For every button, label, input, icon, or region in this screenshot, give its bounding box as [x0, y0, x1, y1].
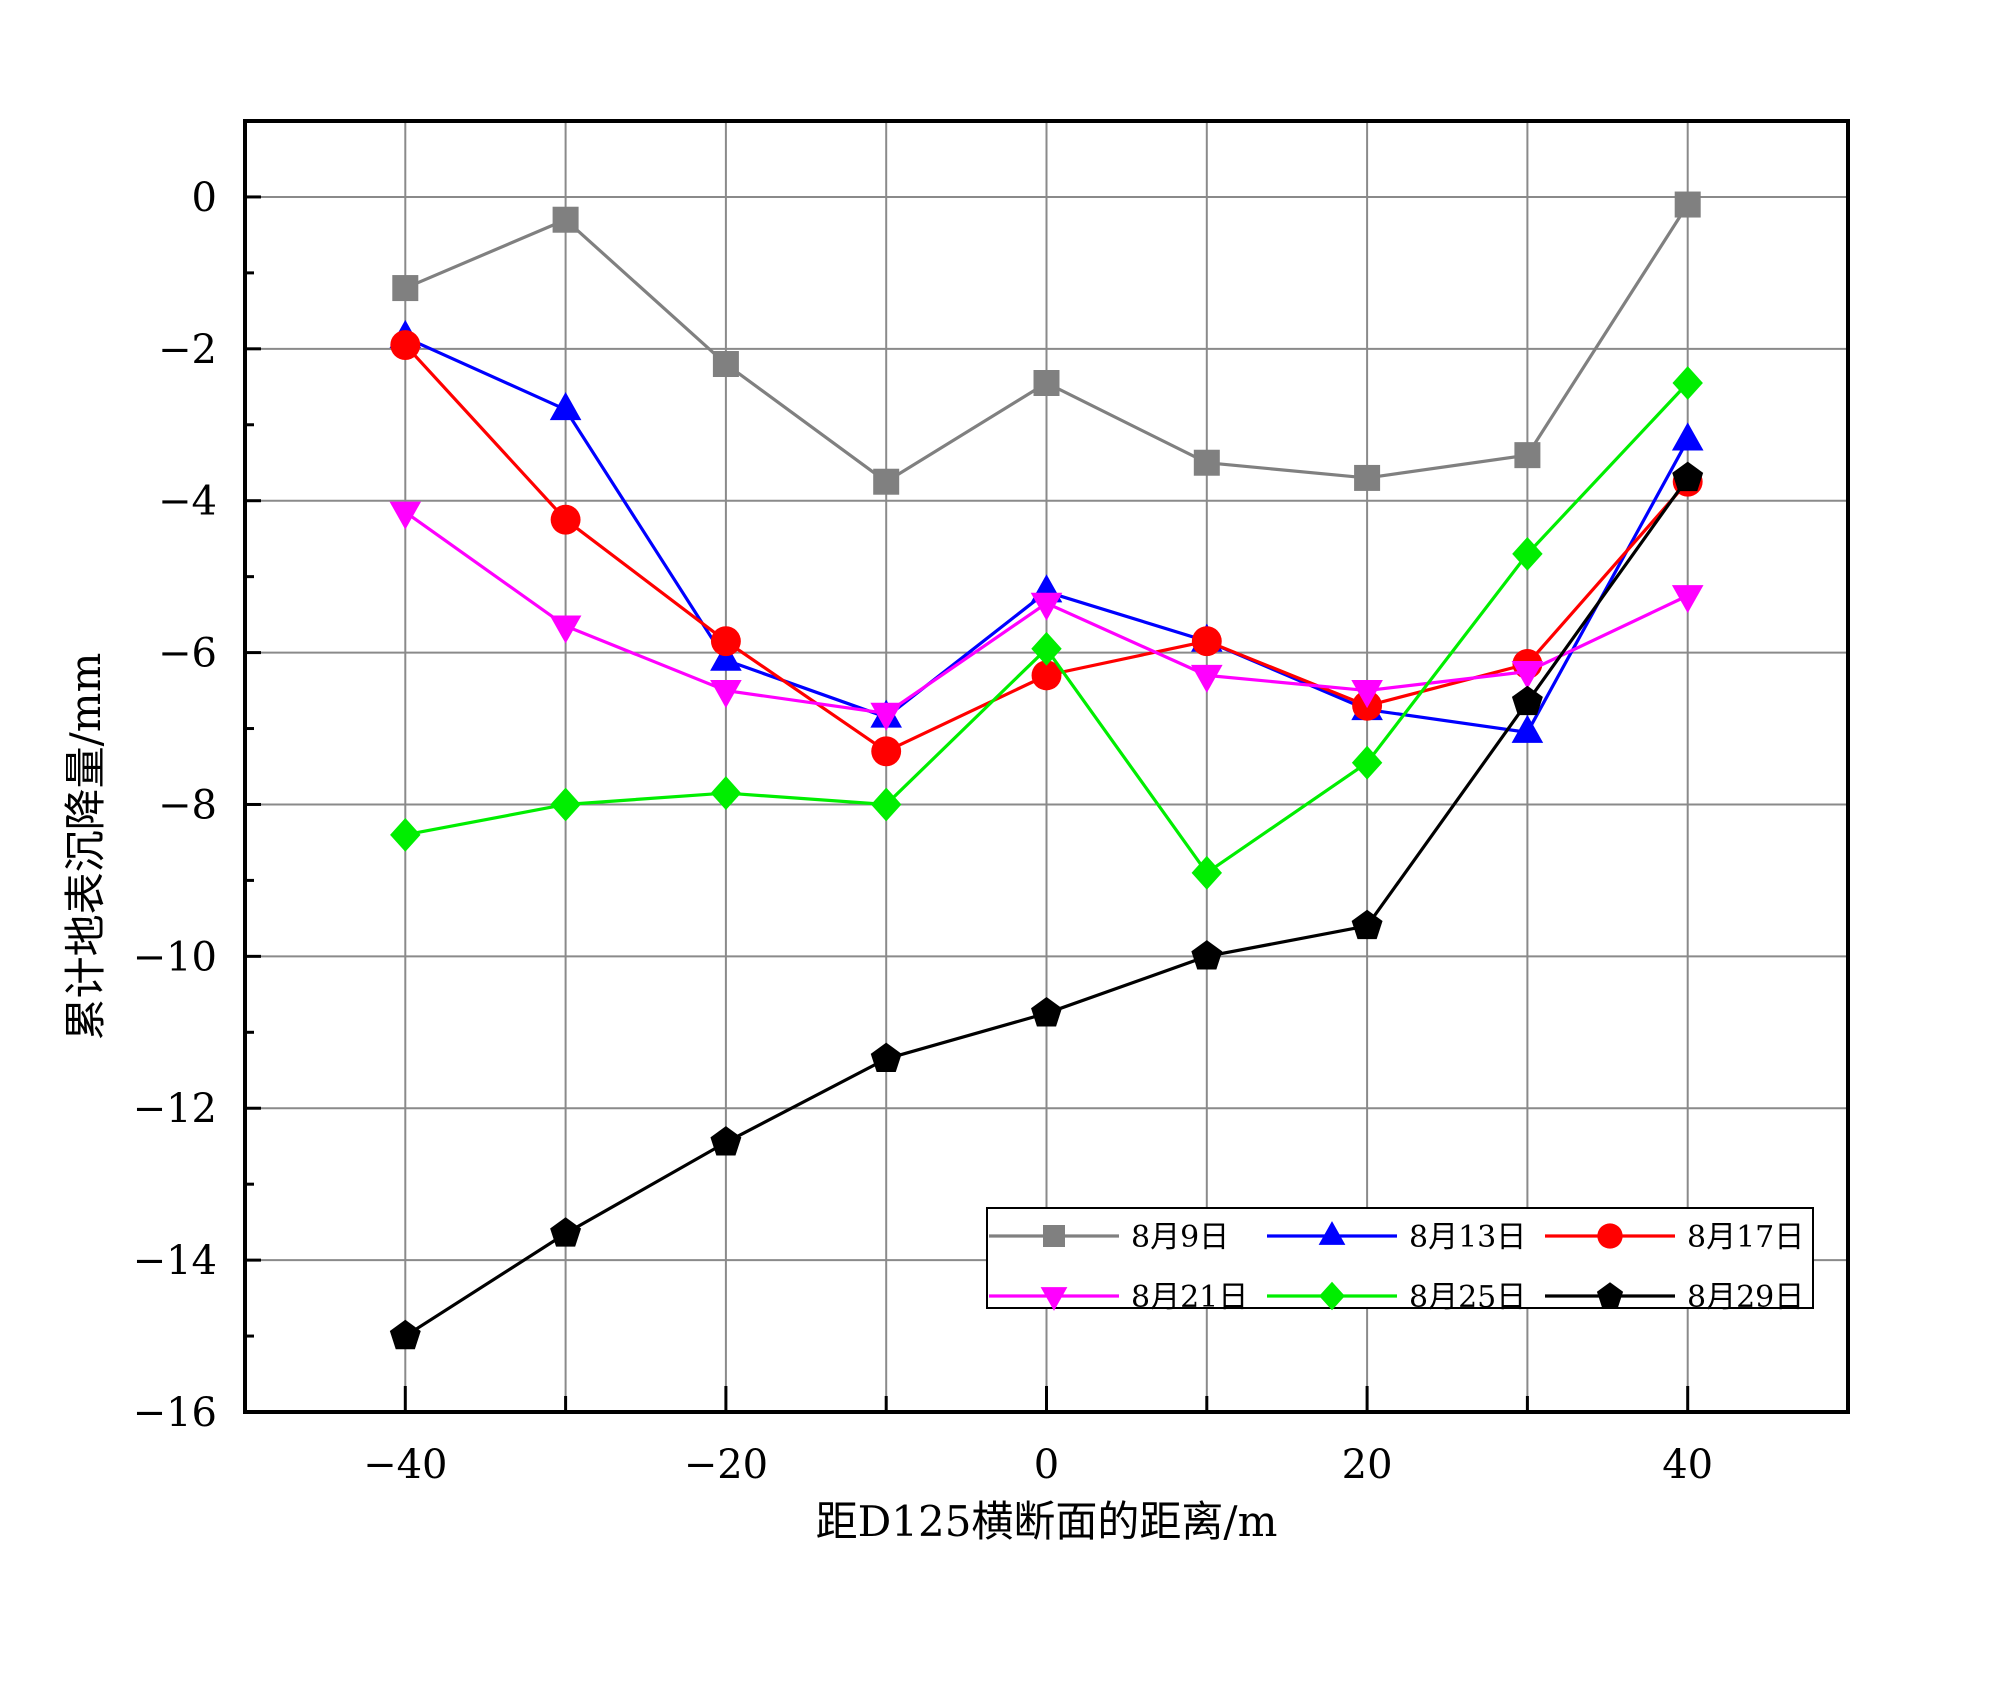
data-point [1191, 940, 1223, 970]
y-tick-label: −14 [133, 1238, 217, 1284]
data-point [1511, 661, 1544, 690]
y-tick-label: −16 [133, 1390, 217, 1436]
legend-swatch-marker [1043, 1225, 1065, 1247]
legend-box [986, 1207, 1814, 1309]
legend-swatch-marker [1319, 1281, 1345, 1311]
legend-item: 8月13日 [1267, 1220, 1526, 1255]
data-point [1033, 369, 1060, 396]
data-point [871, 736, 902, 767]
data-point [1031, 997, 1062, 1027]
data-point [1191, 664, 1223, 693]
y-tick-label: −6 [158, 631, 217, 677]
data-point [1674, 191, 1701, 218]
data-point [1351, 909, 1383, 940]
data-point [870, 787, 902, 822]
series-6 [389, 461, 1704, 1350]
data-point [392, 275, 419, 302]
data-point [1191, 626, 1222, 657]
data-point [389, 1319, 421, 1350]
data-point [549, 392, 582, 421]
data-point [550, 1217, 582, 1247]
x-tick-label: 20 [1342, 1442, 1393, 1488]
legend-item: 8月21日 [989, 1280, 1248, 1315]
data-point [1671, 585, 1704, 614]
y-tick-label: −12 [133, 1086, 217, 1132]
data-point [1672, 461, 1704, 492]
series-layer [389, 191, 1704, 1350]
legend-item: 8月17日 [1545, 1220, 1804, 1255]
data-point [1031, 660, 1062, 691]
x-tick-label: −20 [684, 1442, 768, 1488]
x-axis-title: 距D125横断面的距离/m [816, 1497, 1278, 1546]
data-point [390, 817, 421, 852]
legend-swatch-marker [1040, 1287, 1068, 1311]
y-axis-title: 累计地表沉降量/mm [61, 653, 110, 1041]
y-tick-label: −4 [158, 479, 217, 525]
data-point [1031, 631, 1062, 666]
data-point [1672, 366, 1703, 400]
data-point [710, 680, 742, 709]
data-point [1511, 714, 1544, 743]
axis-ticks [245, 195, 1690, 1414]
series-1 [392, 191, 1701, 495]
data-point [710, 776, 742, 810]
tick-labels: −40 −20 0 20 40 0 −2 −4 −6 −8 −10 −12 −14 −16 [133, 175, 1714, 1488]
x-tick-label: −40 [363, 1442, 447, 1488]
legend-swatch-marker [1596, 1282, 1624, 1308]
data-point [390, 330, 421, 360]
legend-label: 8月25日 [1409, 1280, 1526, 1315]
data-point [1351, 680, 1383, 709]
data-point [1193, 449, 1220, 476]
data-point [710, 642, 742, 671]
x-tick-label: 0 [1034, 1442, 1059, 1488]
legend-swatch-marker [1597, 1223, 1623, 1249]
y-tick-label: −8 [158, 782, 217, 828]
legend-label: 8月17日 [1687, 1220, 1804, 1255]
legend-label: 8月29日 [1687, 1280, 1804, 1315]
data-point [873, 468, 900, 495]
data-point [1030, 592, 1063, 621]
data-point [389, 501, 422, 530]
data-point [550, 787, 581, 822]
data-point [870, 1042, 902, 1073]
legend-item: 8月9日 [989, 1220, 1229, 1255]
y-tick-label: −2 [158, 327, 217, 373]
data-point [710, 1126, 742, 1156]
legend-item: 8月25日 [1267, 1280, 1526, 1315]
data-point [710, 626, 741, 657]
y-tick-label: −10 [133, 934, 217, 980]
series-5 [390, 366, 1703, 890]
x-tick-label: 40 [1662, 1442, 1713, 1488]
series-4 [389, 501, 1704, 731]
legend-swatch-marker [1318, 1221, 1346, 1245]
data-point [1351, 745, 1383, 780]
data-point [549, 615, 582, 644]
data-point [1514, 442, 1541, 469]
data-point [1671, 422, 1704, 451]
y-tick-label: 0 [192, 175, 217, 221]
data-point [1511, 685, 1543, 716]
legend-label: 8月21日 [1131, 1280, 1248, 1315]
legend-label: 8月9日 [1131, 1220, 1229, 1255]
legend: 8月9日 8月13日 8月17日 8月21日 8月25日 8月29日 [986, 1207, 1814, 1315]
data-point [712, 351, 739, 378]
data-point [1512, 536, 1543, 571]
data-point [552, 206, 579, 233]
data-point [1354, 464, 1381, 491]
data-point [550, 504, 581, 535]
data-point [870, 702, 902, 731]
data-point [1191, 855, 1223, 890]
legend-item: 8月29日 [1545, 1280, 1804, 1315]
legend-label: 8月13日 [1409, 1220, 1526, 1255]
